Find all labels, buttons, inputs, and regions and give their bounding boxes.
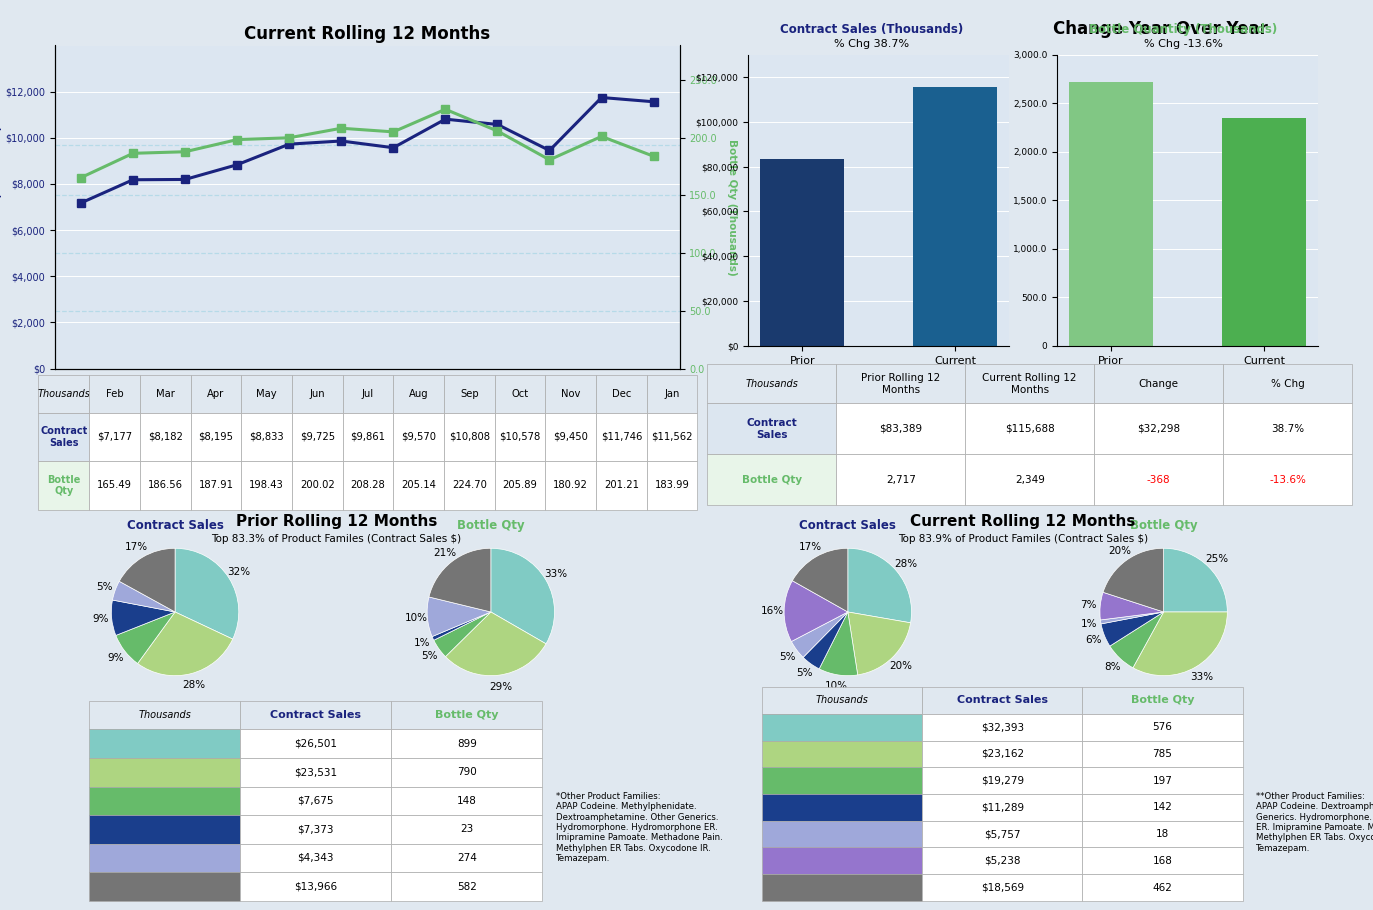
Text: 29%: 29% xyxy=(489,682,512,692)
Wedge shape xyxy=(1101,612,1163,646)
Text: 33%: 33% xyxy=(544,570,567,580)
Text: **Other Product Families:
APAP Codeine. Dextroamphetamine. Other
Generics. Hydro: **Other Product Families: APAP Codeine. … xyxy=(1256,792,1373,853)
Title: Current Rolling 12 Months: Current Rolling 12 Months xyxy=(244,25,490,43)
Text: *Other Product Families:
APAP Codeine. Methylphenidate.
Dextroamphetamine. Other: *Other Product Families: APAP Codeine. M… xyxy=(556,792,722,863)
Wedge shape xyxy=(434,612,492,657)
Y-axis label: Contract Sales (Thousands): Contract Sales (Thousands) xyxy=(0,126,3,288)
Text: 28%: 28% xyxy=(183,680,206,690)
Wedge shape xyxy=(1103,548,1164,612)
Title: Bottle Qty: Bottle Qty xyxy=(1130,520,1197,532)
Text: 33%: 33% xyxy=(1190,672,1214,682)
Text: 5%: 5% xyxy=(780,652,796,662)
Text: Top 83.3% of Product Familes (Contract Sales $): Top 83.3% of Product Familes (Contract S… xyxy=(211,534,461,544)
Wedge shape xyxy=(791,612,847,657)
Text: 28%: 28% xyxy=(894,559,917,569)
Wedge shape xyxy=(428,548,492,612)
Text: 5%: 5% xyxy=(796,668,813,678)
Wedge shape xyxy=(847,612,910,675)
Text: % Chg -13.6%: % Chg -13.6% xyxy=(1144,39,1223,49)
Text: Prior Rolling 12 Months: Prior Rolling 12 Months xyxy=(236,514,437,529)
Bar xyxy=(913,86,997,346)
Text: 7%: 7% xyxy=(1081,600,1097,610)
Text: 5%: 5% xyxy=(96,581,113,592)
Text: 1%: 1% xyxy=(415,638,431,648)
Wedge shape xyxy=(119,548,176,612)
Wedge shape xyxy=(427,597,492,637)
Text: 32%: 32% xyxy=(227,567,250,577)
Wedge shape xyxy=(1109,612,1163,668)
Text: 5%: 5% xyxy=(422,651,438,661)
Wedge shape xyxy=(1163,548,1227,612)
Title: Contract Sales: Contract Sales xyxy=(126,520,224,532)
Title: Contract Sales: Contract Sales xyxy=(799,520,897,532)
Text: Bottle Quantity (Thousands): Bottle Quantity (Thousands) xyxy=(1089,23,1278,35)
Wedge shape xyxy=(137,612,232,675)
Text: 16%: 16% xyxy=(761,606,784,616)
Bar xyxy=(1222,117,1306,346)
Text: 10%: 10% xyxy=(405,613,427,623)
Text: 20%: 20% xyxy=(890,661,912,671)
Text: 8%: 8% xyxy=(1104,662,1120,672)
Text: Current Rolling 12 Months: Current Rolling 12 Months xyxy=(910,514,1135,529)
Wedge shape xyxy=(432,612,492,641)
Wedge shape xyxy=(445,612,546,675)
Bar xyxy=(1070,82,1153,346)
Text: % Chg 38.7%: % Chg 38.7% xyxy=(835,39,909,49)
Wedge shape xyxy=(792,548,849,612)
Wedge shape xyxy=(1133,612,1227,675)
Text: 17%: 17% xyxy=(798,542,821,552)
Title: Bottle Qty: Bottle Qty xyxy=(457,520,524,532)
Text: Change Year Over Year: Change Year Over Year xyxy=(1053,20,1267,38)
Text: 1%: 1% xyxy=(1081,619,1097,629)
Text: 9%: 9% xyxy=(92,614,108,624)
Text: 9%: 9% xyxy=(107,653,124,663)
Text: 25%: 25% xyxy=(1205,554,1229,564)
Wedge shape xyxy=(803,612,847,669)
Wedge shape xyxy=(784,581,847,642)
Text: 10%: 10% xyxy=(825,682,847,692)
Text: 17%: 17% xyxy=(125,542,148,552)
Wedge shape xyxy=(1100,592,1163,620)
Text: 6%: 6% xyxy=(1086,634,1103,644)
Y-axis label: Bottle Qty (Thousands): Bottle Qty (Thousands) xyxy=(726,138,736,276)
Wedge shape xyxy=(1100,612,1163,624)
Wedge shape xyxy=(115,612,176,663)
Wedge shape xyxy=(113,581,176,612)
Bar xyxy=(761,159,844,346)
Wedge shape xyxy=(847,548,912,622)
Text: Contract Sales (Thousands): Contract Sales (Thousands) xyxy=(780,23,964,35)
Text: 21%: 21% xyxy=(432,548,456,558)
Wedge shape xyxy=(174,548,239,639)
Text: Top 83.9% of Product Familes (Contract Sales $): Top 83.9% of Product Familes (Contract S… xyxy=(898,534,1148,544)
Wedge shape xyxy=(820,612,858,675)
Wedge shape xyxy=(490,548,555,644)
Text: 20%: 20% xyxy=(1108,546,1131,556)
Wedge shape xyxy=(111,600,176,635)
